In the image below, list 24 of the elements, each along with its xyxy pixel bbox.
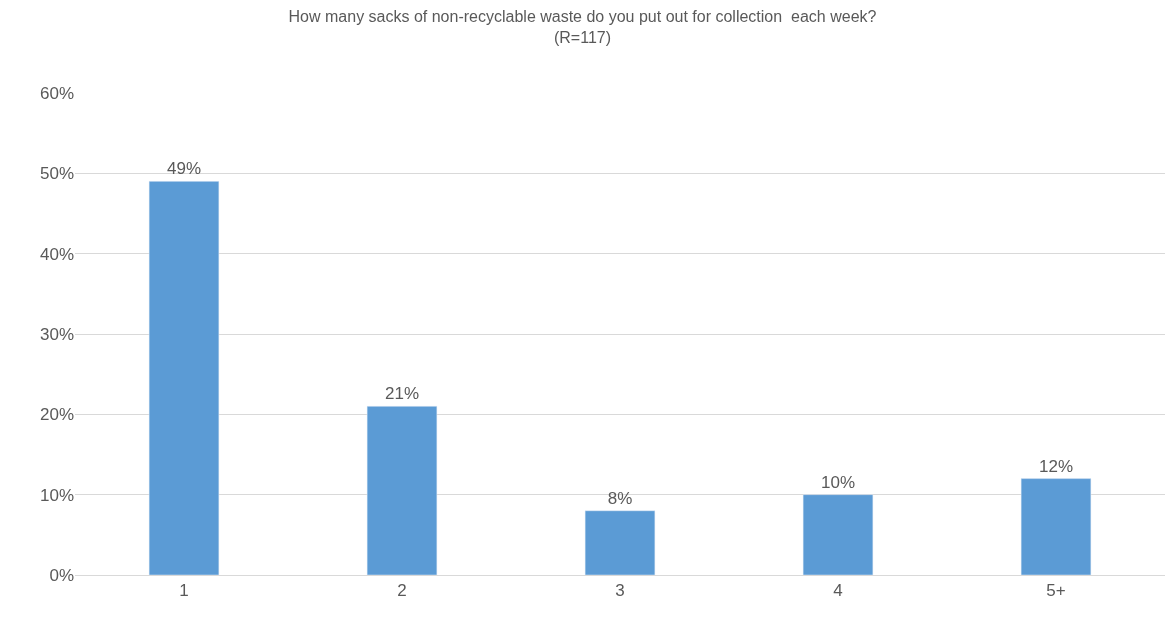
- y-tick-label: 40%: [39, 244, 74, 264]
- data-label: 49%: [166, 159, 202, 179]
- chart-subtitle: (R=117): [553, 28, 612, 46]
- bar: [1020, 478, 1092, 575]
- y-tick-label: 30%: [39, 324, 74, 344]
- data-label: 21%: [384, 384, 420, 404]
- x-tick-label: 2: [397, 581, 407, 601]
- x-tick-label: 5+: [1046, 581, 1066, 601]
- x-tick-label: 3: [615, 581, 625, 601]
- data-label: 10%: [820, 472, 856, 492]
- data-label: 8%: [607, 488, 633, 508]
- bar: [148, 181, 220, 575]
- y-tick-label: 50%: [39, 164, 74, 184]
- bar: [584, 510, 656, 575]
- x-tick-label: 4: [833, 581, 843, 601]
- y-tick-label: 10%: [39, 485, 74, 505]
- y-tick-label: 60%: [39, 83, 74, 103]
- x-tick-label: 1: [179, 581, 189, 601]
- y-tick-label: 20%: [39, 405, 74, 425]
- data-label: 12%: [1038, 456, 1074, 476]
- bar: [802, 494, 874, 575]
- bar: [366, 406, 438, 575]
- chart-title: How many sacks of non-recyclable waste do you put out for collection each week?: [288, 7, 877, 25]
- y-tick-label: 0%: [49, 565, 74, 585]
